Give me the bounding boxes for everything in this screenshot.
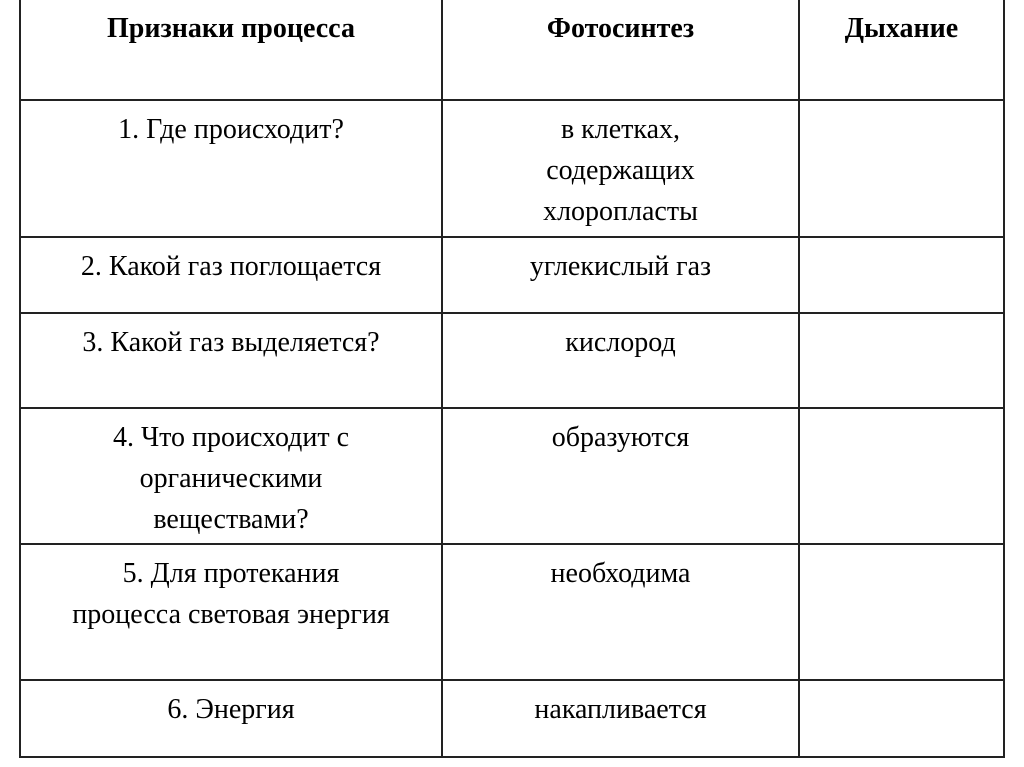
cell-text: необходима bbox=[550, 558, 691, 589]
cell-text: накапливается bbox=[534, 694, 707, 725]
table-row: 1. Где происходит? в клетках, содержащих … bbox=[19, 99, 1005, 238]
table-row: 6. Энергия накапливается bbox=[19, 679, 1005, 758]
table-row: 3. Какой газ выделяется? кислород bbox=[19, 312, 1005, 409]
cell-question: 3. Какой газ выделяется? bbox=[19, 312, 443, 409]
cell-question: 6. Энергия bbox=[19, 679, 443, 758]
cell-photosynthesis: кислород bbox=[441, 312, 800, 409]
cell-photosynthesis: образуются bbox=[441, 407, 800, 545]
cell-respiration bbox=[798, 543, 1005, 681]
table-row: 2. Какой газ поглощается углекислый газ bbox=[19, 236, 1005, 314]
header-cell: Признаки процесса bbox=[19, 0, 443, 101]
cell-question: 5. Для протекания процесса световая энер… bbox=[19, 543, 443, 681]
header-label: Признаки процесса bbox=[107, 13, 355, 44]
cell-text: углекислый газ bbox=[529, 251, 712, 282]
cell-question: 4. Что происходит с органическими вещест… bbox=[19, 407, 443, 545]
cell-respiration bbox=[798, 407, 1005, 545]
cell-question: 1. Где происходит? bbox=[19, 99, 443, 238]
cell-text: 2. Какой газ поглощается bbox=[80, 251, 382, 282]
cell-text: 4. Что происходит с органическими вещест… bbox=[112, 422, 350, 535]
cell-photosynthesis: необходима bbox=[441, 543, 800, 681]
cell-respiration bbox=[798, 99, 1005, 238]
cell-text: образуются bbox=[551, 422, 690, 453]
cell-respiration bbox=[798, 236, 1005, 314]
cell-text: 1. Где происходит? bbox=[118, 114, 344, 145]
cell-question: 2. Какой газ поглощается bbox=[19, 236, 443, 314]
cell-photosynthesis: углекислый газ bbox=[441, 236, 800, 314]
cell-text: 5. Для протекания процесса световая энер… bbox=[72, 558, 390, 630]
table-row: 5. Для протекания процесса световая энер… bbox=[19, 543, 1005, 681]
header-row: Признаки процесса Фотосинтез Дыхание bbox=[19, 0, 1005, 101]
cell-text: 3. Какой газ выделяется? bbox=[82, 327, 380, 358]
comparison-table: Признаки процесса Фотосинтез Дыхание 1. … bbox=[19, 0, 1005, 758]
header-label: Фотосинтез bbox=[546, 13, 695, 44]
cell-text: в клетках, содержащих хлоропласты bbox=[543, 114, 698, 227]
cell-respiration bbox=[798, 679, 1005, 758]
cell-respiration bbox=[798, 312, 1005, 409]
cell-photosynthesis: в клетках, содержащих хлоропласты bbox=[441, 99, 800, 238]
header-label: Дыхание bbox=[844, 13, 959, 44]
header-cell: Фотосинтез bbox=[441, 0, 800, 101]
header-cell: Дыхание bbox=[798, 0, 1005, 101]
table-row: 4. Что происходит с органическими вещест… bbox=[19, 407, 1005, 545]
cell-text: 6. Энергия bbox=[167, 694, 295, 725]
cell-text: кислород bbox=[565, 327, 676, 358]
cell-photosynthesis: накапливается bbox=[441, 679, 800, 758]
